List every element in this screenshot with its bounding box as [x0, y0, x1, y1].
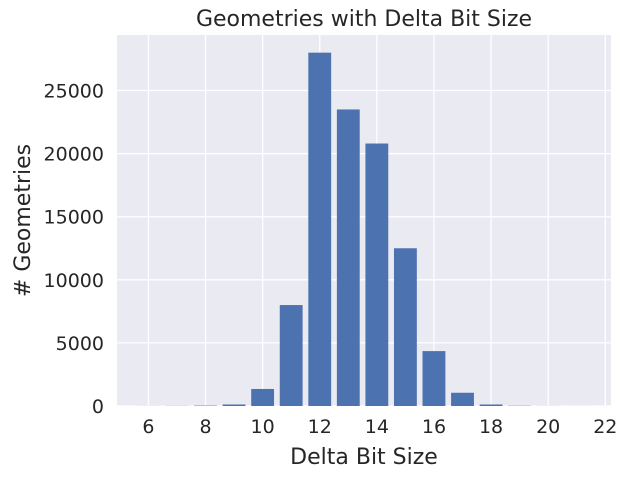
bar	[393, 248, 417, 406]
x-tick-label: 14	[365, 416, 389, 438]
bar	[336, 109, 360, 406]
x-tick-label: 6	[142, 416, 154, 438]
bar	[222, 404, 246, 406]
y-tick-labels: 0 5000 10000 15000 20000 25000	[44, 81, 104, 418]
x-tick-label: 10	[251, 416, 275, 438]
bars	[136, 52, 589, 407]
x-tick-label: 18	[479, 416, 503, 438]
bar	[251, 388, 275, 406]
x-tick-label: 16	[422, 416, 446, 438]
bar	[422, 351, 446, 406]
chart-title: Geometries with Delta Bit Size	[196, 7, 532, 32]
x-axis-label: Delta Bit Size	[290, 445, 438, 470]
y-tick-label: 5000	[56, 333, 104, 355]
x-tick-label: 8	[199, 416, 211, 438]
y-tick-label: 15000	[44, 207, 104, 229]
y-axis-label: # Geometries	[11, 144, 36, 297]
bar	[479, 404, 503, 406]
y-tick-label: 10000	[44, 270, 104, 292]
x-tick-label: 22	[593, 416, 617, 438]
bar	[365, 143, 389, 406]
y-tick-label: 0	[92, 396, 104, 418]
y-tick-label: 20000	[44, 144, 104, 166]
bar	[308, 52, 332, 407]
y-tick-label: 25000	[44, 81, 104, 103]
x-tick-label: 12	[308, 416, 332, 438]
plot-area	[117, 35, 611, 406]
x-tick-label: 20	[536, 416, 560, 438]
bar	[451, 392, 474, 406]
bar	[279, 305, 303, 406]
x-tick-labels: 6 8 10 12 14 16 18 20 22	[142, 416, 617, 438]
